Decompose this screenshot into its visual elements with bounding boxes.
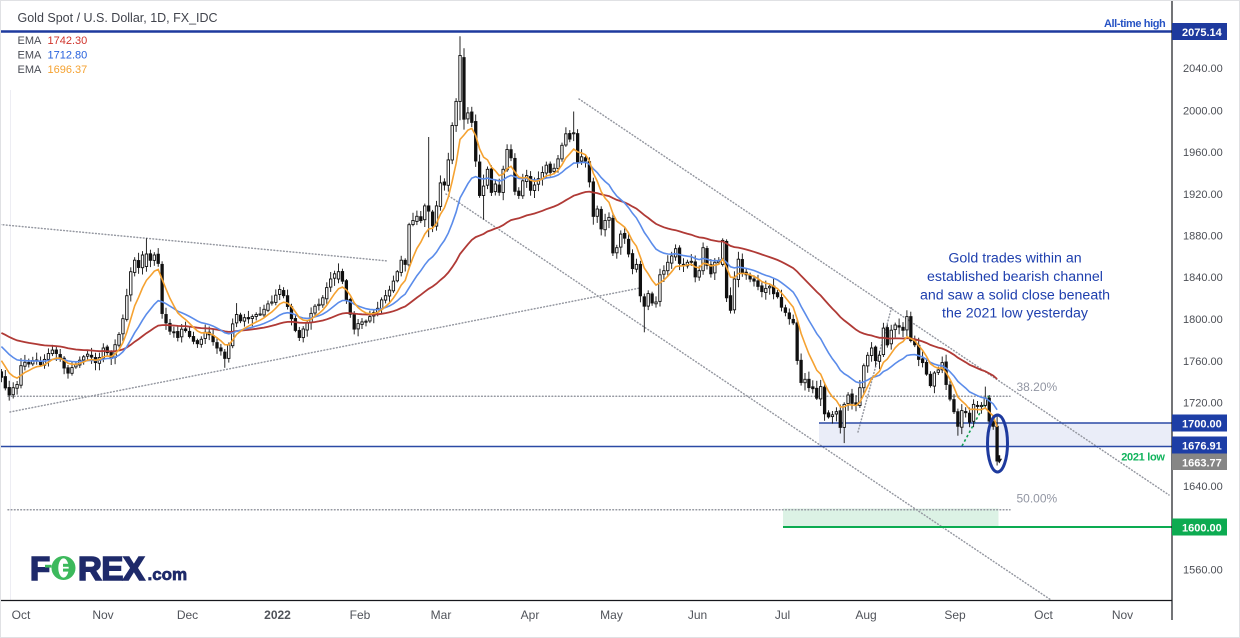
- svg-text:1960.00: 1960.00: [1183, 147, 1223, 159]
- svg-text:established bearish channel: established bearish channel: [927, 269, 1103, 285]
- svg-text:1700.00: 1700.00: [1182, 419, 1222, 431]
- svg-text:1676.91: 1676.91: [1182, 441, 1222, 453]
- svg-text:1712.80: 1712.80: [48, 50, 88, 62]
- svg-text:May: May: [600, 608, 623, 622]
- svg-text:1663.77: 1663.77: [1182, 458, 1222, 470]
- svg-text:2021 low: 2021 low: [1121, 452, 1165, 464]
- svg-text:Dec: Dec: [177, 608, 198, 622]
- svg-text:EMA: EMA: [18, 35, 43, 47]
- svg-text:Apr: Apr: [521, 608, 540, 622]
- svg-text:Jun: Jun: [688, 608, 707, 622]
- svg-text:Oct: Oct: [1034, 608, 1053, 622]
- svg-text:Nov: Nov: [1112, 608, 1133, 622]
- svg-text:2040.00: 2040.00: [1183, 63, 1223, 75]
- svg-text:1880.00: 1880.00: [1183, 231, 1223, 243]
- svg-text:Feb: Feb: [350, 608, 371, 622]
- svg-text:1742.30: 1742.30: [48, 35, 88, 47]
- svg-text:All-time high: All-time high: [1104, 18, 1166, 30]
- svg-text:1840.00: 1840.00: [1183, 272, 1223, 284]
- svg-text:1696.37: 1696.37: [48, 64, 88, 76]
- svg-text:1760.00: 1760.00: [1183, 356, 1223, 368]
- svg-text:F: F: [30, 550, 50, 587]
- svg-text:1640.00: 1640.00: [1183, 481, 1223, 493]
- svg-text:1600.00: 1600.00: [1182, 523, 1222, 535]
- svg-text:38.20%: 38.20%: [1017, 380, 1058, 394]
- svg-text:the 2021 low yesterday: the 2021 low yesterday: [942, 306, 1089, 322]
- svg-text:Jul: Jul: [775, 608, 790, 622]
- svg-text:REX: REX: [78, 550, 145, 587]
- svg-text:2022: 2022: [264, 608, 291, 622]
- svg-text:EMA: EMA: [18, 50, 43, 62]
- svg-text:Gold trades within an: Gold trades within an: [948, 251, 1081, 267]
- svg-text:Oct: Oct: [12, 608, 31, 622]
- svg-text:.com: .com: [148, 565, 188, 584]
- svg-text:2075.14: 2075.14: [1182, 27, 1223, 39]
- svg-text:Aug: Aug: [855, 608, 876, 622]
- svg-text:1920.00: 1920.00: [1183, 189, 1223, 201]
- svg-text:1720.00: 1720.00: [1183, 398, 1223, 410]
- svg-text:2000.00: 2000.00: [1183, 106, 1223, 118]
- svg-text:1800.00: 1800.00: [1183, 314, 1223, 326]
- svg-text:Sep: Sep: [944, 608, 966, 622]
- svg-text:and saw a solid close beneath: and saw a solid close beneath: [920, 287, 1110, 303]
- svg-text:Mar: Mar: [431, 608, 452, 622]
- svg-text:1560.00: 1560.00: [1183, 565, 1223, 577]
- svg-text:Gold Spot / U.S. Dollar, 1D, F: Gold Spot / U.S. Dollar, 1D, FX_IDC: [18, 11, 218, 25]
- svg-text:Nov: Nov: [92, 608, 113, 622]
- svg-text:50.00%: 50.00%: [1017, 491, 1058, 505]
- svg-text:EMA: EMA: [18, 64, 43, 76]
